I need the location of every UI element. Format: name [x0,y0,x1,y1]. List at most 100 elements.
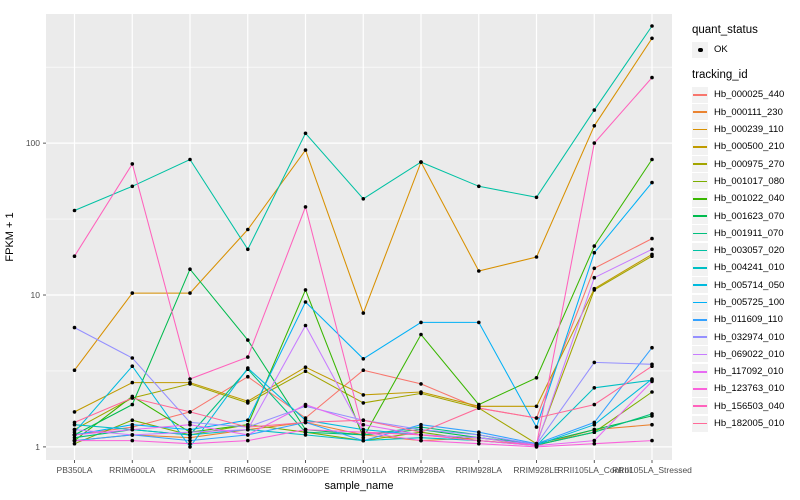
data-point [303,131,308,136]
x-tick-label: RRIM600PE [282,465,330,475]
series-color-swatch [693,180,707,183]
data-point [246,366,250,370]
data-point [477,438,481,443]
data-point [419,435,423,440]
x-tick-label: RRIM928LE [513,465,560,475]
data-point [130,162,135,166]
legend-label: Hb_001911_070 [714,227,784,239]
legend-key [692,86,708,103]
legend-item: Hb_001017_080 [692,173,798,190]
data-point [419,160,423,164]
series-color-swatch [693,163,707,165]
x-tick-label: PB350LA [57,465,93,475]
legend-item-ok: OK [692,41,798,58]
data-point [419,382,423,386]
data-point [361,422,366,427]
data-point [361,311,366,315]
legend-label: Hb_000025_440 [714,89,785,101]
legend-label: Hb_123763_010 [714,383,785,395]
series-color-swatch [693,405,707,408]
x-tick-label: RRIM901LA [340,465,387,475]
legend-key [692,398,708,415]
data-point [419,320,423,325]
data-point [188,445,192,449]
legend-item: Hb_032974_010 [692,328,798,346]
legend-item: Hb_069022_010 [692,346,798,363]
legend-item: Hb_000111_230 [692,104,798,121]
legend-item: Hb_000500_210 [692,138,798,155]
legend-item: Hb_000975_270 [692,155,798,173]
legend-key [692,208,708,225]
legend-item: Hb_005725_100 [692,294,798,311]
legend-label: Hb_000111_230 [714,106,783,118]
data-point [72,410,77,414]
legend-label: OK [714,44,728,56]
ok-point-icon [698,47,703,53]
data-point [592,420,597,425]
data-point [361,430,366,435]
series-color-swatch [693,111,707,114]
x-tick-label: RRII105LA_Stressed [612,465,692,475]
legend-key [692,121,708,138]
data-point [130,364,135,369]
data-point [130,291,135,295]
legend-key [692,190,708,207]
data-point [303,365,308,370]
data-point [72,208,77,213]
series-color-swatch [693,318,707,321]
legend-item: Hb_001911_070 [692,225,798,242]
data-point [650,422,654,427]
data-point [188,422,192,427]
series-color-swatch [693,128,707,131]
data-point [361,393,366,397]
data-point [534,195,539,200]
data-point [130,396,135,400]
data-point [419,427,423,432]
data-point [592,124,597,128]
legend-key [692,242,708,259]
legend-label: Hb_001017_080 [714,175,785,187]
data-point [650,24,654,28]
data-point [246,418,250,423]
data-point [246,401,250,405]
data-point [534,425,539,429]
data-point [361,357,366,361]
series-color-swatch [693,336,707,338]
data-point [477,433,481,437]
data-point [361,433,366,437]
data-point [361,418,366,423]
series-color-swatch [693,146,707,148]
series-color-swatch [693,388,707,390]
data-point [361,401,366,405]
legend: quant_status OK tracking_id Hb_000025_44… [692,24,798,432]
data-point [246,338,250,342]
data-point [650,180,654,185]
data-point [650,247,654,252]
data-point [72,441,77,446]
legend-item: Hb_011609_110 [692,311,798,328]
data-point [592,250,597,255]
data-point [650,254,654,258]
legend-key [692,294,708,311]
data-point [303,420,308,425]
data-point [303,402,308,407]
data-point [592,386,597,390]
data-point [477,430,481,435]
data-point [303,288,308,292]
data-point [303,430,308,435]
series-color-swatch [693,215,707,217]
y-tick-label: 1 [35,442,40,452]
data-point [592,427,597,432]
data-point [130,422,135,427]
data-point [592,141,597,145]
data-point [361,368,366,373]
y-tick-label: 100 [26,138,40,148]
data-point [534,404,539,409]
legend-label: Hb_001022_040 [714,193,785,205]
data-point [188,427,192,432]
series-color-swatch [693,284,707,287]
series-color-swatch [693,267,707,269]
data-point [188,433,192,437]
data-point [188,435,192,440]
